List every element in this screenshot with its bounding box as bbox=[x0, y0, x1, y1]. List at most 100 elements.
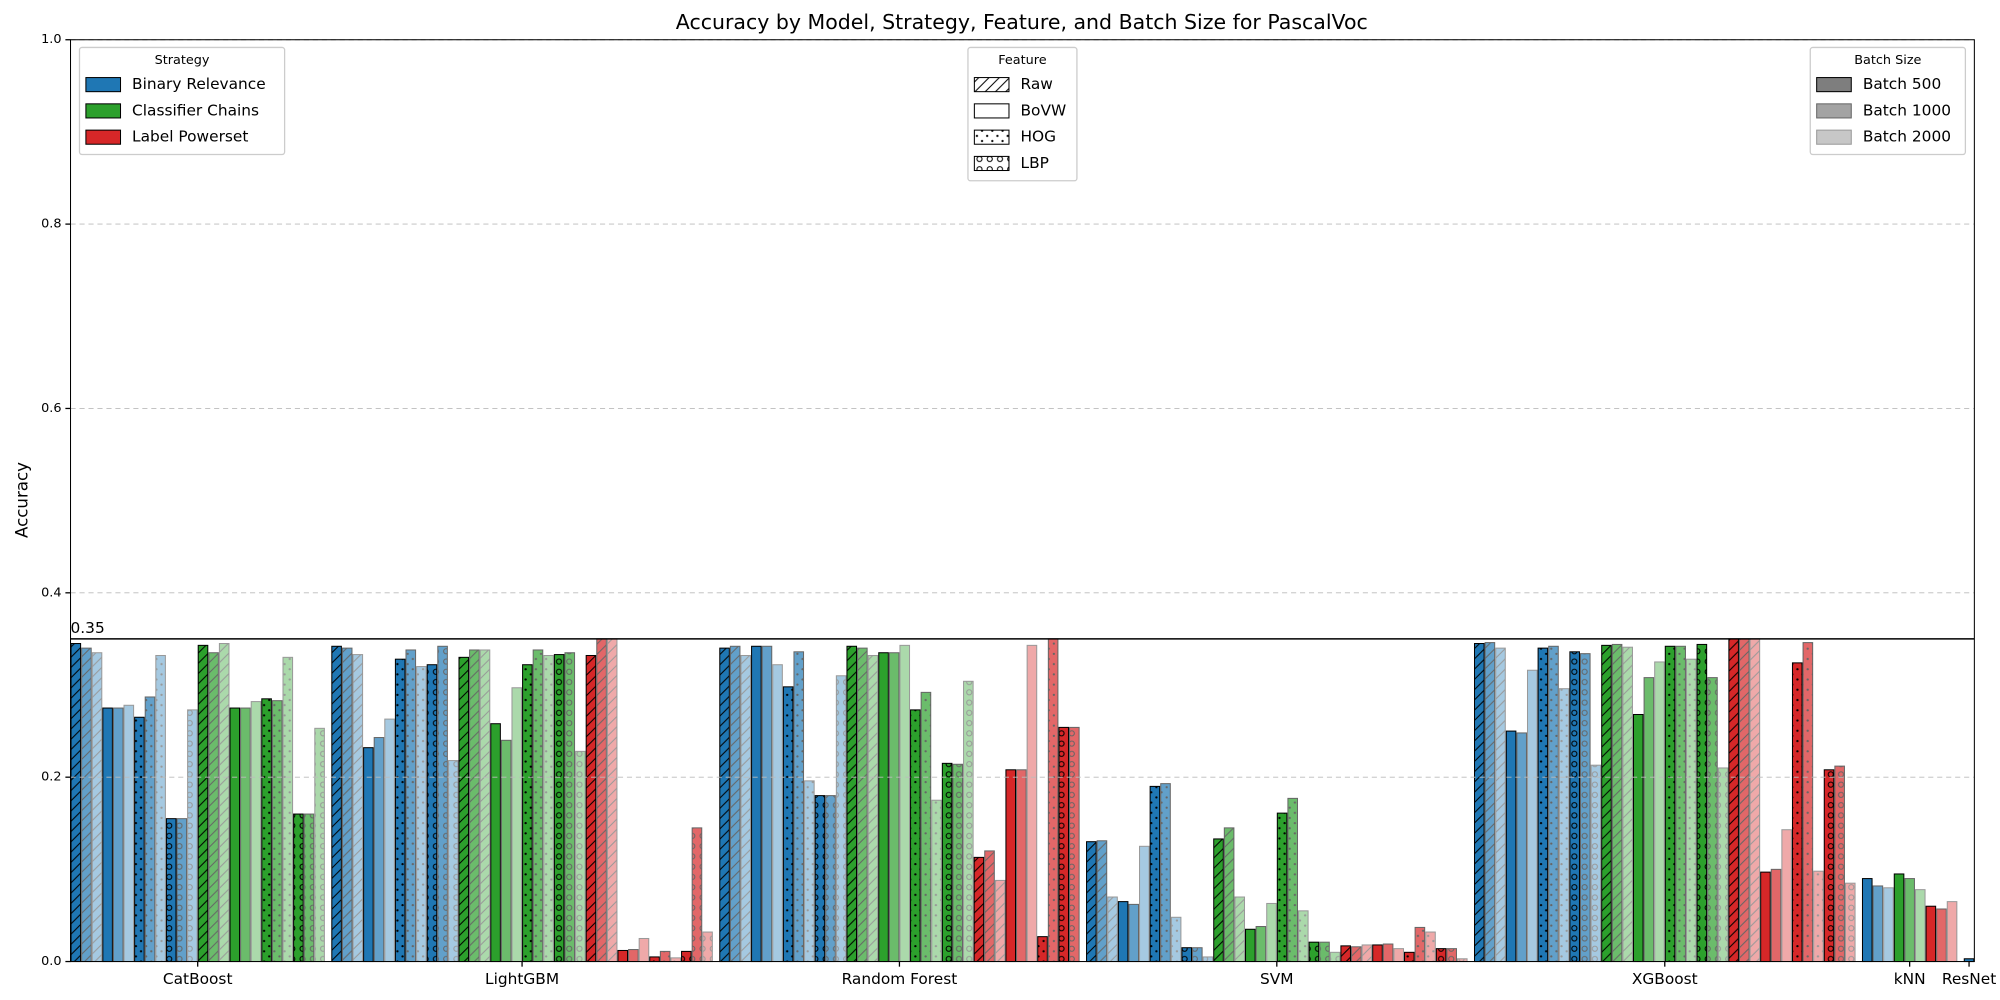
threshold-label: 0.35 bbox=[71, 619, 105, 637]
bar-hatch bbox=[607, 638, 617, 962]
bar-hatch bbox=[1697, 644, 1707, 962]
bar-hatch bbox=[437, 646, 448, 962]
bar-hatch bbox=[649, 956, 660, 962]
bar bbox=[1946, 901, 1958, 963]
bar bbox=[1117, 901, 1129, 963]
bar-hatch bbox=[395, 659, 405, 962]
legend-title: Batch Size bbox=[1854, 53, 1921, 68]
chart-title: Accuracy by Model, Strategy, Feature, an… bbox=[676, 10, 1368, 34]
bar-hatch bbox=[71, 643, 81, 962]
bar bbox=[751, 645, 762, 963]
bar-hatch bbox=[1298, 910, 1309, 962]
bar-hatch bbox=[1037, 936, 1048, 962]
bar-hatch bbox=[1834, 766, 1845, 962]
bar-hatch bbox=[596, 638, 607, 962]
bar-hatch bbox=[554, 654, 564, 962]
bar-hatch bbox=[304, 814, 314, 962]
bar-hatch bbox=[702, 932, 713, 962]
bar bbox=[1760, 871, 1771, 963]
bar-hatch bbox=[575, 751, 586, 962]
bar-hatch bbox=[1446, 948, 1457, 962]
y-axis-label: Accuracy bbox=[13, 462, 32, 538]
bar bbox=[1643, 677, 1655, 963]
bar-hatch bbox=[1813, 871, 1824, 962]
bar-hatch bbox=[1425, 932, 1436, 962]
legend-label: HOG bbox=[1021, 128, 1057, 146]
bar bbox=[1632, 713, 1644, 963]
bar bbox=[1883, 887, 1894, 963]
legend-label: Binary Relevance bbox=[132, 75, 266, 93]
bar bbox=[1936, 908, 1947, 963]
bar-hatch bbox=[660, 951, 670, 962]
bar bbox=[1505, 730, 1517, 963]
bar-hatch bbox=[198, 645, 208, 962]
bar-hatch bbox=[1287, 798, 1298, 962]
bar-hatch bbox=[1224, 827, 1234, 962]
bar bbox=[112, 707, 124, 963]
bar-hatch bbox=[1192, 947, 1203, 962]
bar bbox=[878, 652, 889, 963]
bar bbox=[628, 949, 639, 963]
bar-hatch bbox=[681, 951, 692, 962]
bar bbox=[1872, 885, 1884, 963]
legend-label: Batch 1000 bbox=[1863, 101, 1951, 119]
bar-hatch bbox=[868, 655, 878, 962]
legend-label: LBP bbox=[1021, 154, 1049, 172]
bar-hatch bbox=[1319, 942, 1330, 962]
bar-hatch bbox=[261, 698, 272, 962]
bar bbox=[1266, 902, 1277, 963]
bar-hatch bbox=[272, 700, 282, 962]
x-tick-label: kNN bbox=[1894, 970, 1926, 988]
legend-swatch bbox=[85, 103, 122, 119]
bar-hatch bbox=[342, 648, 352, 962]
bar-hatch bbox=[1580, 653, 1591, 962]
bar bbox=[1893, 873, 1905, 963]
bar-hatch bbox=[145, 696, 155, 962]
bar bbox=[384, 718, 395, 963]
bar-hatch bbox=[740, 655, 751, 962]
bar bbox=[617, 949, 629, 963]
bar bbox=[1016, 769, 1027, 963]
bar bbox=[1128, 903, 1140, 963]
legend-hatch bbox=[974, 130, 1009, 145]
bar-hatch bbox=[353, 654, 363, 962]
bar-hatch bbox=[1404, 952, 1415, 962]
bar bbox=[363, 747, 374, 963]
bar-hatch bbox=[416, 666, 427, 962]
bar-hatch bbox=[815, 795, 825, 962]
bar bbox=[102, 707, 113, 963]
legend-label: Batch 2000 bbox=[1863, 128, 1951, 146]
y-tick-label: 0.0 bbox=[41, 954, 61, 969]
bar-hatch bbox=[208, 652, 219, 962]
bar-hatch bbox=[1824, 769, 1834, 962]
bar bbox=[1654, 661, 1665, 963]
bar-hatch bbox=[219, 643, 229, 962]
bar-hatch bbox=[1718, 767, 1728, 962]
bar-hatch bbox=[533, 649, 543, 962]
bar-hatch bbox=[1086, 841, 1097, 962]
bar bbox=[1904, 878, 1915, 963]
bar bbox=[1861, 878, 1873, 963]
bar-hatch bbox=[1048, 638, 1058, 962]
y-tick-label: 0.2 bbox=[41, 770, 61, 785]
bar-hatch bbox=[1612, 644, 1622, 962]
bar-hatch bbox=[1097, 840, 1107, 962]
legend-label: Batch 500 bbox=[1863, 75, 1941, 93]
bar-hatch bbox=[1495, 648, 1506, 962]
bar-hatch bbox=[92, 652, 102, 962]
x-tick-label: SVM bbox=[1260, 970, 1294, 988]
bar-hatch bbox=[793, 651, 804, 962]
legend-label: Label Powerset bbox=[132, 128, 248, 146]
bar-hatch bbox=[155, 655, 166, 962]
x-tick-label: Random Forest bbox=[842, 970, 958, 988]
bar-hatch bbox=[1277, 813, 1287, 962]
bar-hatch bbox=[1436, 948, 1446, 962]
legend-label: BoVW bbox=[1021, 101, 1067, 119]
bar-hatch bbox=[586, 655, 596, 962]
bar bbox=[899, 644, 911, 963]
bar bbox=[1526, 669, 1538, 963]
bar-hatch bbox=[1203, 956, 1213, 962]
bar-hatch bbox=[187, 709, 198, 962]
bar-hatch bbox=[1107, 897, 1118, 962]
